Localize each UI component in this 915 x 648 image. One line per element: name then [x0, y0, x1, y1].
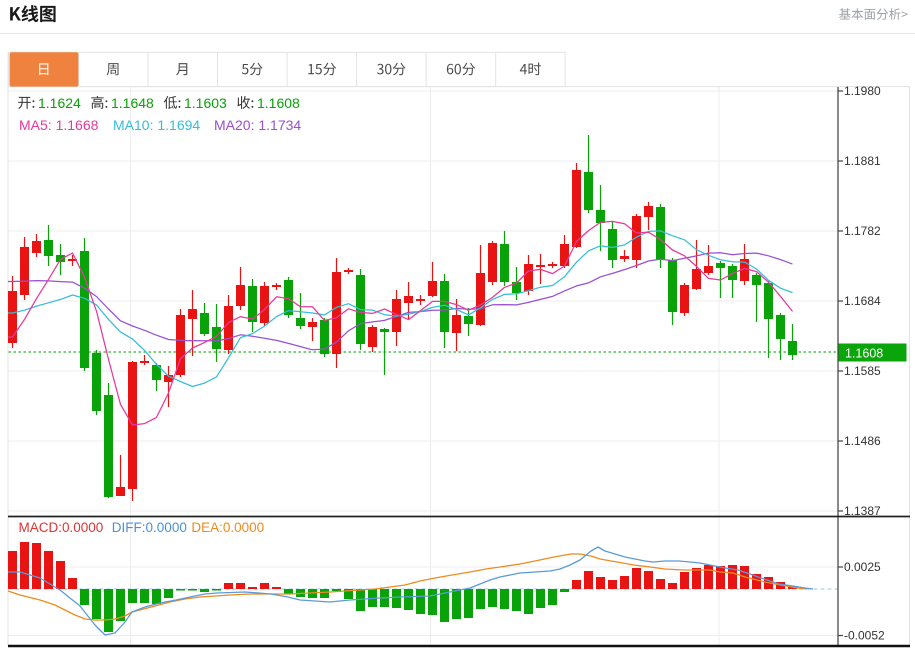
- svg-text:1.1881: 1.1881: [844, 154, 881, 168]
- svg-text:1.1387: 1.1387: [844, 504, 881, 518]
- svg-text:1.1486: 1.1486: [844, 434, 881, 448]
- svg-text:1.1782: 1.1782: [844, 224, 881, 238]
- svg-text:0.0025: 0.0025: [844, 560, 881, 574]
- svg-text:-0.0052: -0.0052: [844, 629, 885, 643]
- svg-text:1.1585: 1.1585: [844, 364, 881, 378]
- svg-text:1.1608: 1.1608: [845, 347, 883, 361]
- svg-text:1.1684: 1.1684: [844, 294, 881, 308]
- svg-text:1.1980: 1.1980: [844, 84, 881, 98]
